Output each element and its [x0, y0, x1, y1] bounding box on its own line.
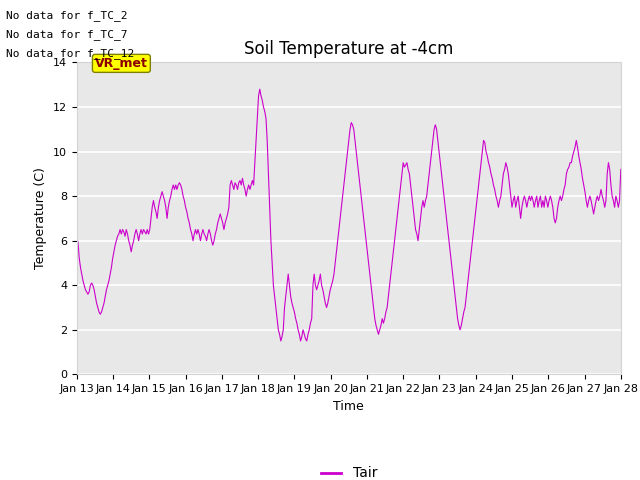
- Tair: [585, 198, 593, 204]
- X-axis label: Time: Time: [333, 400, 364, 413]
- Tair: [187, 227, 195, 232]
- Tair: [516, 204, 524, 210]
- Tair: [557, 198, 565, 204]
- Line: Tair: Tair: [77, 89, 621, 341]
- Tair: [617, 167, 625, 172]
- Tair: [330, 271, 338, 277]
- Text: No data for f_TC_7: No data for f_TC_7: [6, 29, 128, 40]
- Y-axis label: Temperature (C): Temperature (C): [35, 168, 47, 269]
- Tair: [73, 233, 81, 239]
- Text: No data for f_TC_12: No data for f_TC_12: [6, 48, 134, 59]
- Text: No data for f_TC_2: No data for f_TC_2: [6, 10, 128, 21]
- Tair: [256, 86, 264, 92]
- Tair: [465, 271, 472, 277]
- Tair: [277, 338, 285, 344]
- Title: Soil Temperature at -4cm: Soil Temperature at -4cm: [244, 40, 454, 58]
- Legend: Tair: Tair: [315, 461, 383, 480]
- Text: VR_met: VR_met: [95, 57, 148, 70]
